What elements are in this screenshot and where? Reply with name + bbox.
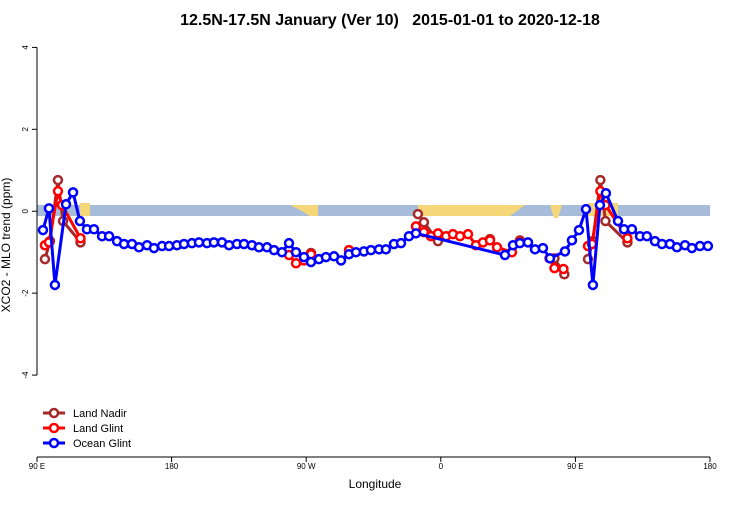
point xyxy=(522,237,534,248)
point xyxy=(702,240,714,252)
legend-marker xyxy=(48,407,60,419)
legend-label: Ocean Glint xyxy=(73,438,131,450)
point xyxy=(566,235,578,246)
point xyxy=(432,228,444,239)
point xyxy=(290,246,302,258)
point xyxy=(641,230,653,242)
point xyxy=(395,237,407,249)
land-patch xyxy=(550,205,562,218)
point xyxy=(462,228,474,240)
point xyxy=(418,217,430,228)
point xyxy=(412,208,424,220)
chart-title: 12.5N-17.5N January (Ver 10) 2015-01-01 … xyxy=(180,12,600,29)
point xyxy=(594,199,606,211)
point xyxy=(671,242,683,253)
point xyxy=(365,244,377,256)
y-tick-label: 2 xyxy=(21,127,30,132)
point xyxy=(686,242,698,254)
point xyxy=(75,233,86,244)
point xyxy=(587,279,599,291)
legend-marker xyxy=(48,437,60,449)
point xyxy=(549,262,560,274)
point xyxy=(43,203,55,214)
point xyxy=(74,215,86,227)
point xyxy=(37,224,49,236)
x-tick-label: 0 xyxy=(439,462,444,471)
point xyxy=(320,251,332,263)
point xyxy=(238,238,250,250)
legend: Land Nadir Land Glint Ocean Glint xyxy=(43,407,131,450)
point xyxy=(544,253,556,264)
point xyxy=(595,174,606,186)
point xyxy=(491,242,503,253)
y-tick-label: -2 xyxy=(21,289,30,297)
point xyxy=(208,237,220,248)
point xyxy=(612,215,624,227)
point xyxy=(380,244,392,255)
point xyxy=(283,237,295,249)
point xyxy=(276,246,288,258)
x-tick-label: 180 xyxy=(165,462,179,471)
point xyxy=(148,242,160,254)
x-tick-label: 90 W xyxy=(297,462,316,471)
point xyxy=(600,215,611,227)
point xyxy=(410,228,422,239)
point xyxy=(67,187,79,198)
ocean-band xyxy=(37,205,710,216)
land-patch xyxy=(290,205,318,216)
legend-label: Land Glint xyxy=(73,423,123,435)
point xyxy=(253,242,265,253)
point xyxy=(223,239,235,251)
point xyxy=(49,279,61,291)
land-patch xyxy=(418,205,525,216)
point xyxy=(454,230,466,242)
point xyxy=(335,255,347,266)
x-tick-label: 90 E xyxy=(567,462,583,471)
legend-label: Land Nadir xyxy=(73,408,127,420)
point xyxy=(133,242,145,253)
point xyxy=(537,242,549,254)
point xyxy=(499,249,511,261)
point xyxy=(558,263,569,275)
x-tick-label: 90 E xyxy=(29,462,45,471)
point xyxy=(103,230,115,242)
y-tick-label: 4 xyxy=(21,45,30,50)
point xyxy=(52,174,64,186)
point xyxy=(60,199,72,210)
point xyxy=(559,246,571,257)
point xyxy=(484,235,496,246)
point xyxy=(88,224,100,235)
point xyxy=(514,237,526,249)
point xyxy=(193,237,205,248)
point xyxy=(573,224,585,236)
point xyxy=(52,185,64,197)
point xyxy=(622,233,633,244)
y-tick-label: 0 xyxy=(21,208,30,213)
y-tick-label: -4 xyxy=(21,371,30,379)
land-patch xyxy=(80,203,90,216)
x-axis-label: Longitude xyxy=(349,477,402,491)
point xyxy=(580,203,592,215)
point xyxy=(39,253,51,265)
legend-marker xyxy=(48,422,60,434)
y-axis-label: XCO2 - MLO trend (ppm) xyxy=(0,178,13,313)
point xyxy=(529,244,541,255)
point xyxy=(600,187,612,199)
x-tick-label: 180 xyxy=(703,462,717,471)
point xyxy=(298,251,310,263)
point xyxy=(626,224,638,235)
